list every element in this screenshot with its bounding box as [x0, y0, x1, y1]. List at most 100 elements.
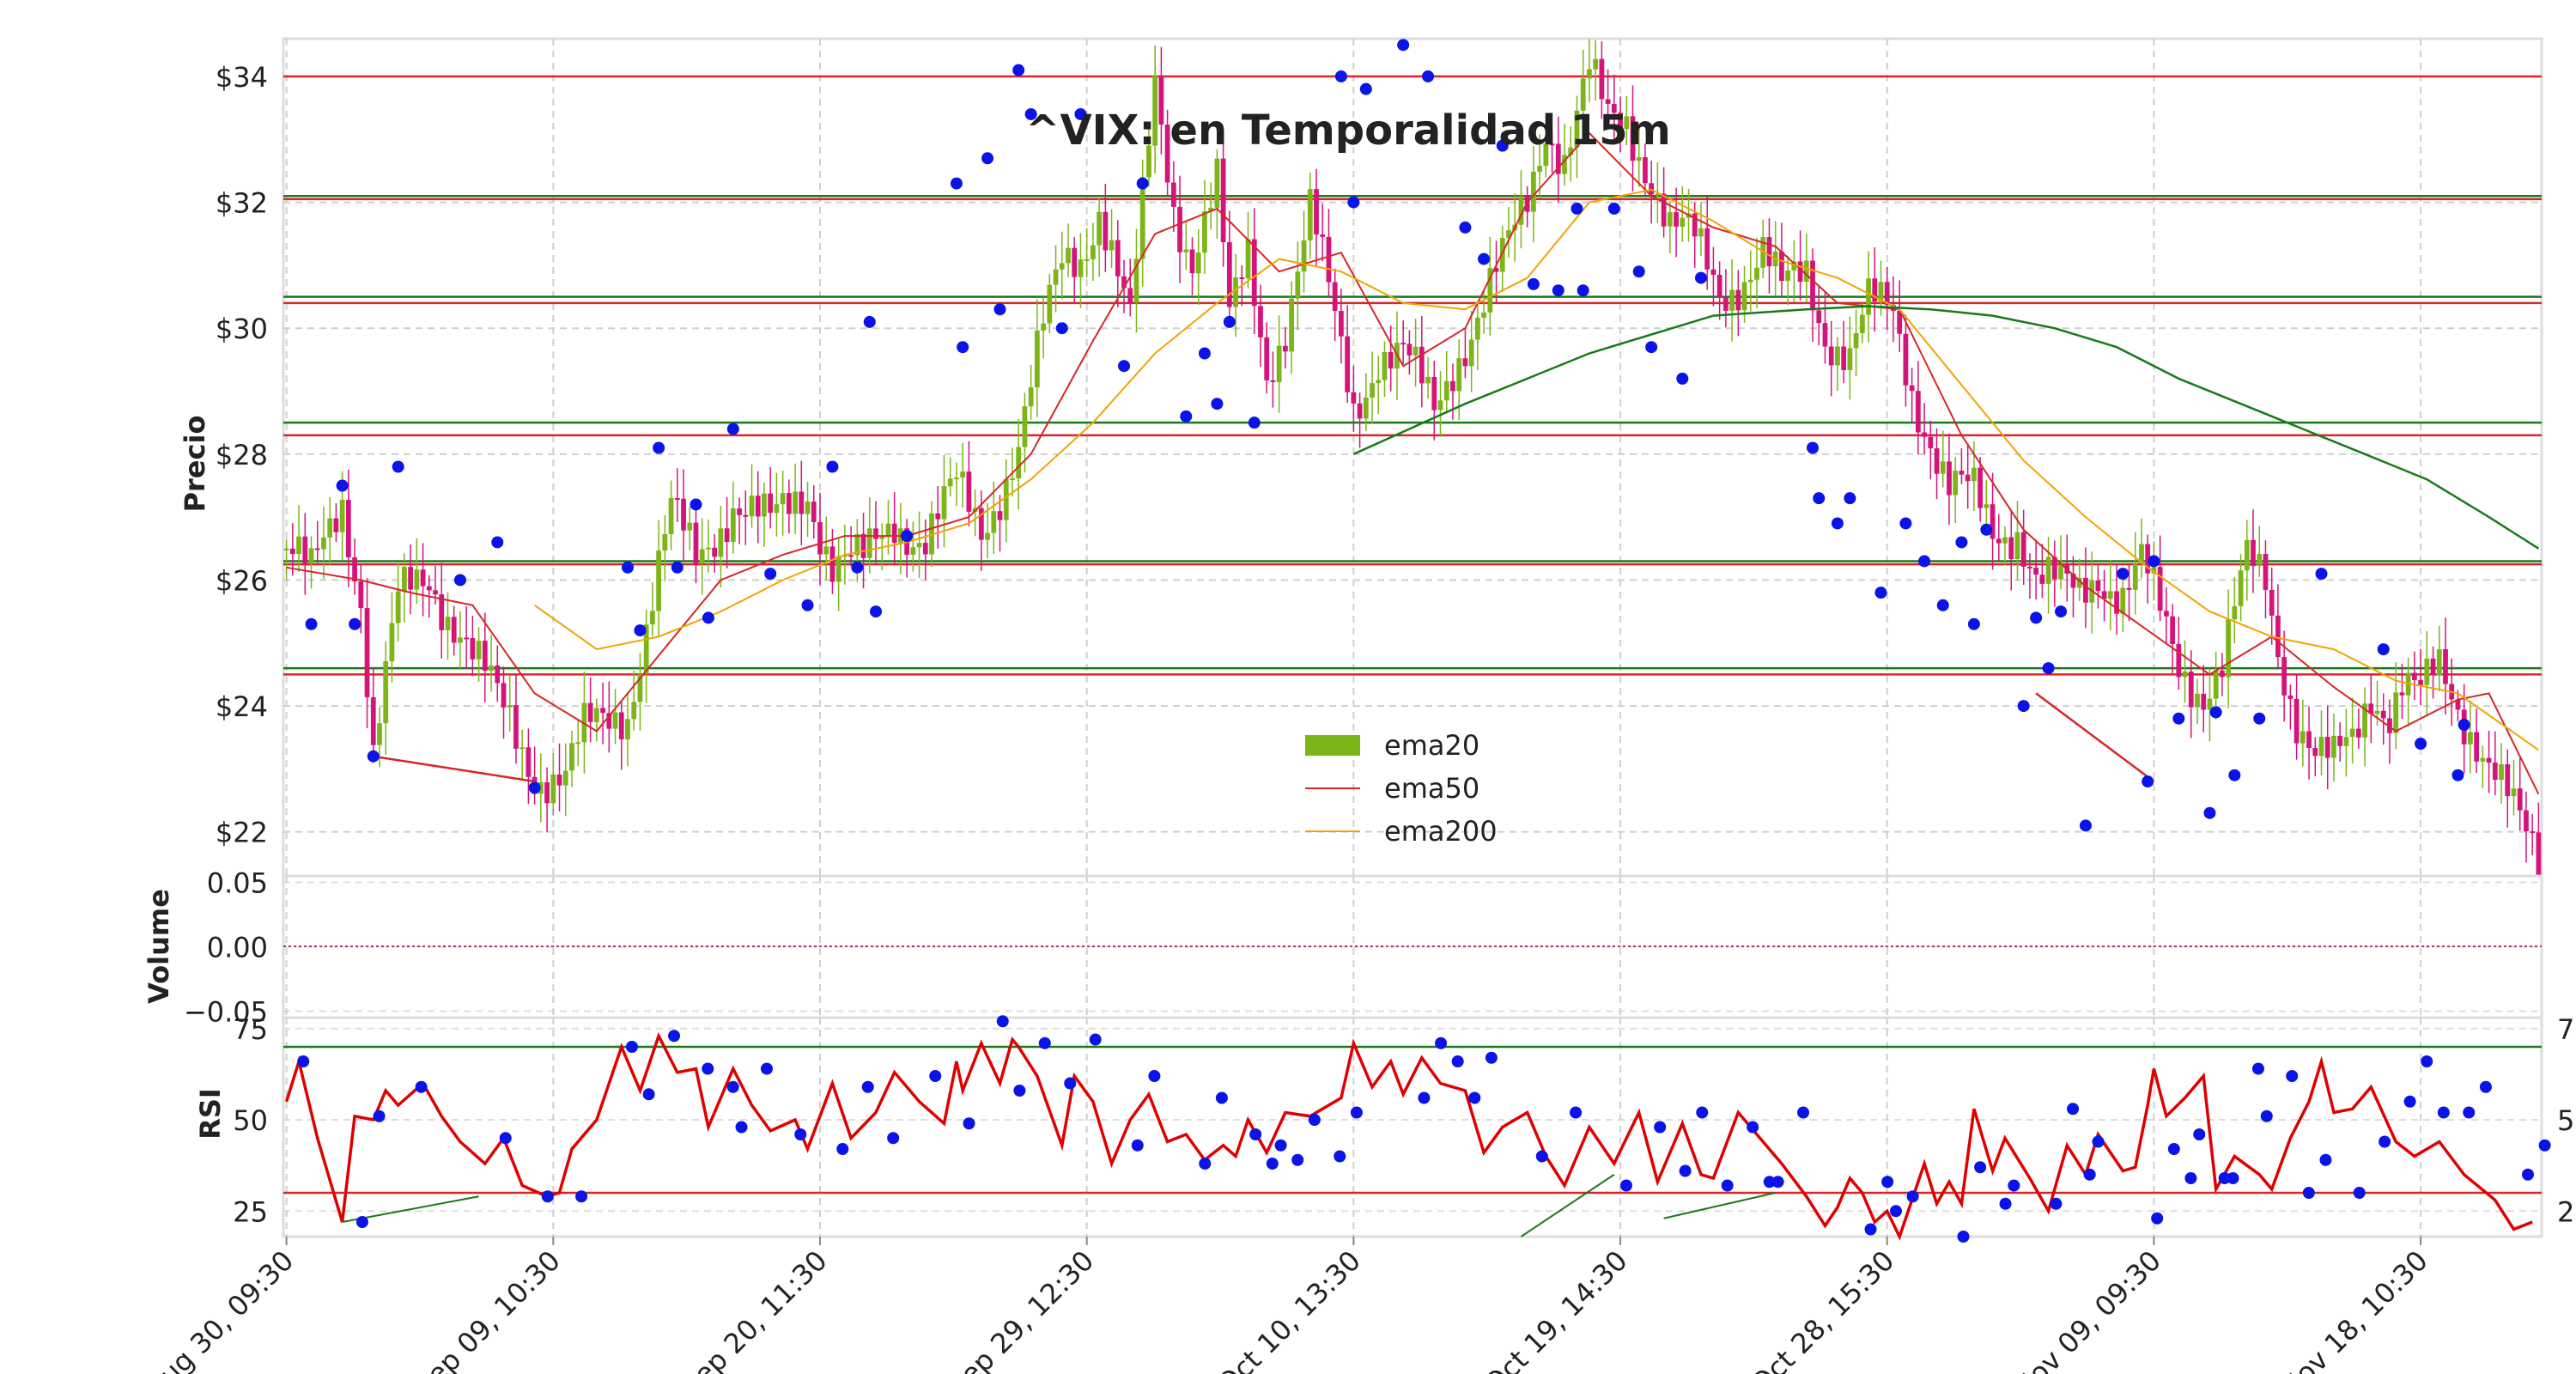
candle-body [1841, 346, 1847, 370]
swing-marker [622, 561, 635, 574]
candle-body [966, 471, 972, 512]
candle-body [408, 567, 414, 590]
candle-body [2343, 737, 2349, 746]
rsi-grid [283, 1018, 2542, 1237]
swing-marker [2451, 769, 2464, 781]
rsi-marker [2218, 1172, 2231, 1184]
swing-marker [349, 617, 361, 630]
swing-marker [1478, 252, 1491, 265]
rsi-marker [887, 1132, 900, 1145]
rsi-marker [1974, 1161, 1987, 1174]
candle-body [811, 502, 817, 522]
swing-marker [870, 605, 883, 618]
candle-body [941, 486, 947, 520]
rsi-marker [499, 1132, 512, 1145]
candle-body [1984, 504, 1990, 508]
rsi-marker [1291, 1153, 1304, 1166]
rsi-marker [1535, 1150, 1548, 1163]
candle-body [2511, 788, 2517, 797]
candle-body [2132, 563, 2138, 590]
candle-body [1549, 143, 1555, 146]
candle-body [2499, 763, 2504, 781]
volume-panel: −0.05 0.00 0.05 Volume [143, 867, 2543, 1029]
candle-body [2107, 591, 2113, 599]
swing-marker [2042, 662, 2055, 675]
candle-body [1506, 230, 1511, 238]
candle-body [1164, 125, 1170, 183]
candle-body [1127, 288, 1133, 303]
candle-body [1710, 269, 1716, 276]
price-divergence-line [2035, 692, 2155, 783]
candle-body [2182, 672, 2188, 678]
candle-body [2002, 537, 2008, 544]
candle-body [352, 557, 357, 582]
rsi-y-ticks: 25 25 50 50 75 75 [233, 1013, 2576, 1229]
x-axis-ticks: Aug 30, 09:30 Sep 09, 10:30 Sep 20, 11:30 S… [140, 1237, 2434, 1374]
rsi-marker [1418, 1091, 1431, 1104]
candle-body [631, 702, 637, 720]
candle-body [562, 770, 568, 786]
rsi-marker [2092, 1135, 2105, 1148]
rsi-marker [1148, 1070, 1161, 1082]
swing-marker [336, 479, 349, 492]
candle-body [451, 617, 457, 643]
candle-body [1624, 116, 1630, 130]
swing-marker [1607, 202, 1620, 215]
candle-body [1605, 99, 1611, 105]
rsi-marker [861, 1080, 874, 1093]
candle-body [1003, 479, 1009, 520]
candle-body [1847, 348, 1853, 370]
swing-marker [1936, 599, 1949, 611]
candle-body [618, 712, 624, 739]
candle-body [2331, 735, 2336, 758]
candle-body [2195, 693, 2200, 708]
swing-marker [653, 441, 665, 454]
x-tick-label: Sep 20, 11:30 [675, 1244, 834, 1374]
candle-body [724, 528, 730, 543]
swing-marker [2209, 706, 2222, 719]
swing-marker [634, 624, 647, 637]
candle-body [1016, 447, 1022, 479]
x-tick-label: Oct 19, 14:30 [1478, 1244, 1634, 1374]
candle-body [1816, 310, 1822, 324]
rsi-marker [668, 1030, 681, 1043]
swing-marker [1694, 271, 1707, 284]
candle-body [1716, 275, 1722, 298]
candle-body [2355, 728, 2361, 738]
candle-body [755, 495, 761, 517]
candle-body [1326, 236, 1332, 283]
candle-body [1947, 461, 1952, 495]
candle-body [1655, 193, 1661, 196]
candle-body [395, 591, 401, 623]
candle-body [1884, 282, 1890, 306]
candle-body [1462, 358, 1468, 367]
legend: ema20 ema50 ema200 [1305, 729, 1498, 848]
candle-body [2226, 619, 2232, 678]
candle-body [1456, 358, 1462, 392]
rsi-marker [929, 1070, 942, 1082]
candle-body [1636, 157, 1642, 161]
rsi-marker [1864, 1223, 1877, 1236]
candle-body [1468, 339, 1474, 367]
rsi-divergence-line [1520, 1173, 1615, 1237]
candle-body [1593, 58, 1599, 70]
candle-body [1909, 385, 1915, 392]
candle-body [377, 723, 382, 745]
candle-body [513, 705, 519, 749]
candle-body [1376, 380, 1382, 384]
candle-body [612, 712, 618, 729]
candle-body [1555, 143, 1561, 174]
swing-marker [1496, 139, 1509, 152]
candle-body [1959, 471, 1965, 475]
swing-marker [1967, 617, 1980, 630]
candle-body [1133, 258, 1139, 303]
candle-body [2486, 757, 2492, 763]
rsi-marker [1249, 1128, 1262, 1140]
swing-marker [2079, 819, 2092, 832]
rsi-marker [726, 1080, 739, 1093]
candle-body [1208, 207, 1214, 212]
candle-body [495, 665, 501, 684]
candle-body [414, 569, 420, 590]
rsi-marker [2521, 1168, 2534, 1181]
candle-body [774, 504, 780, 514]
